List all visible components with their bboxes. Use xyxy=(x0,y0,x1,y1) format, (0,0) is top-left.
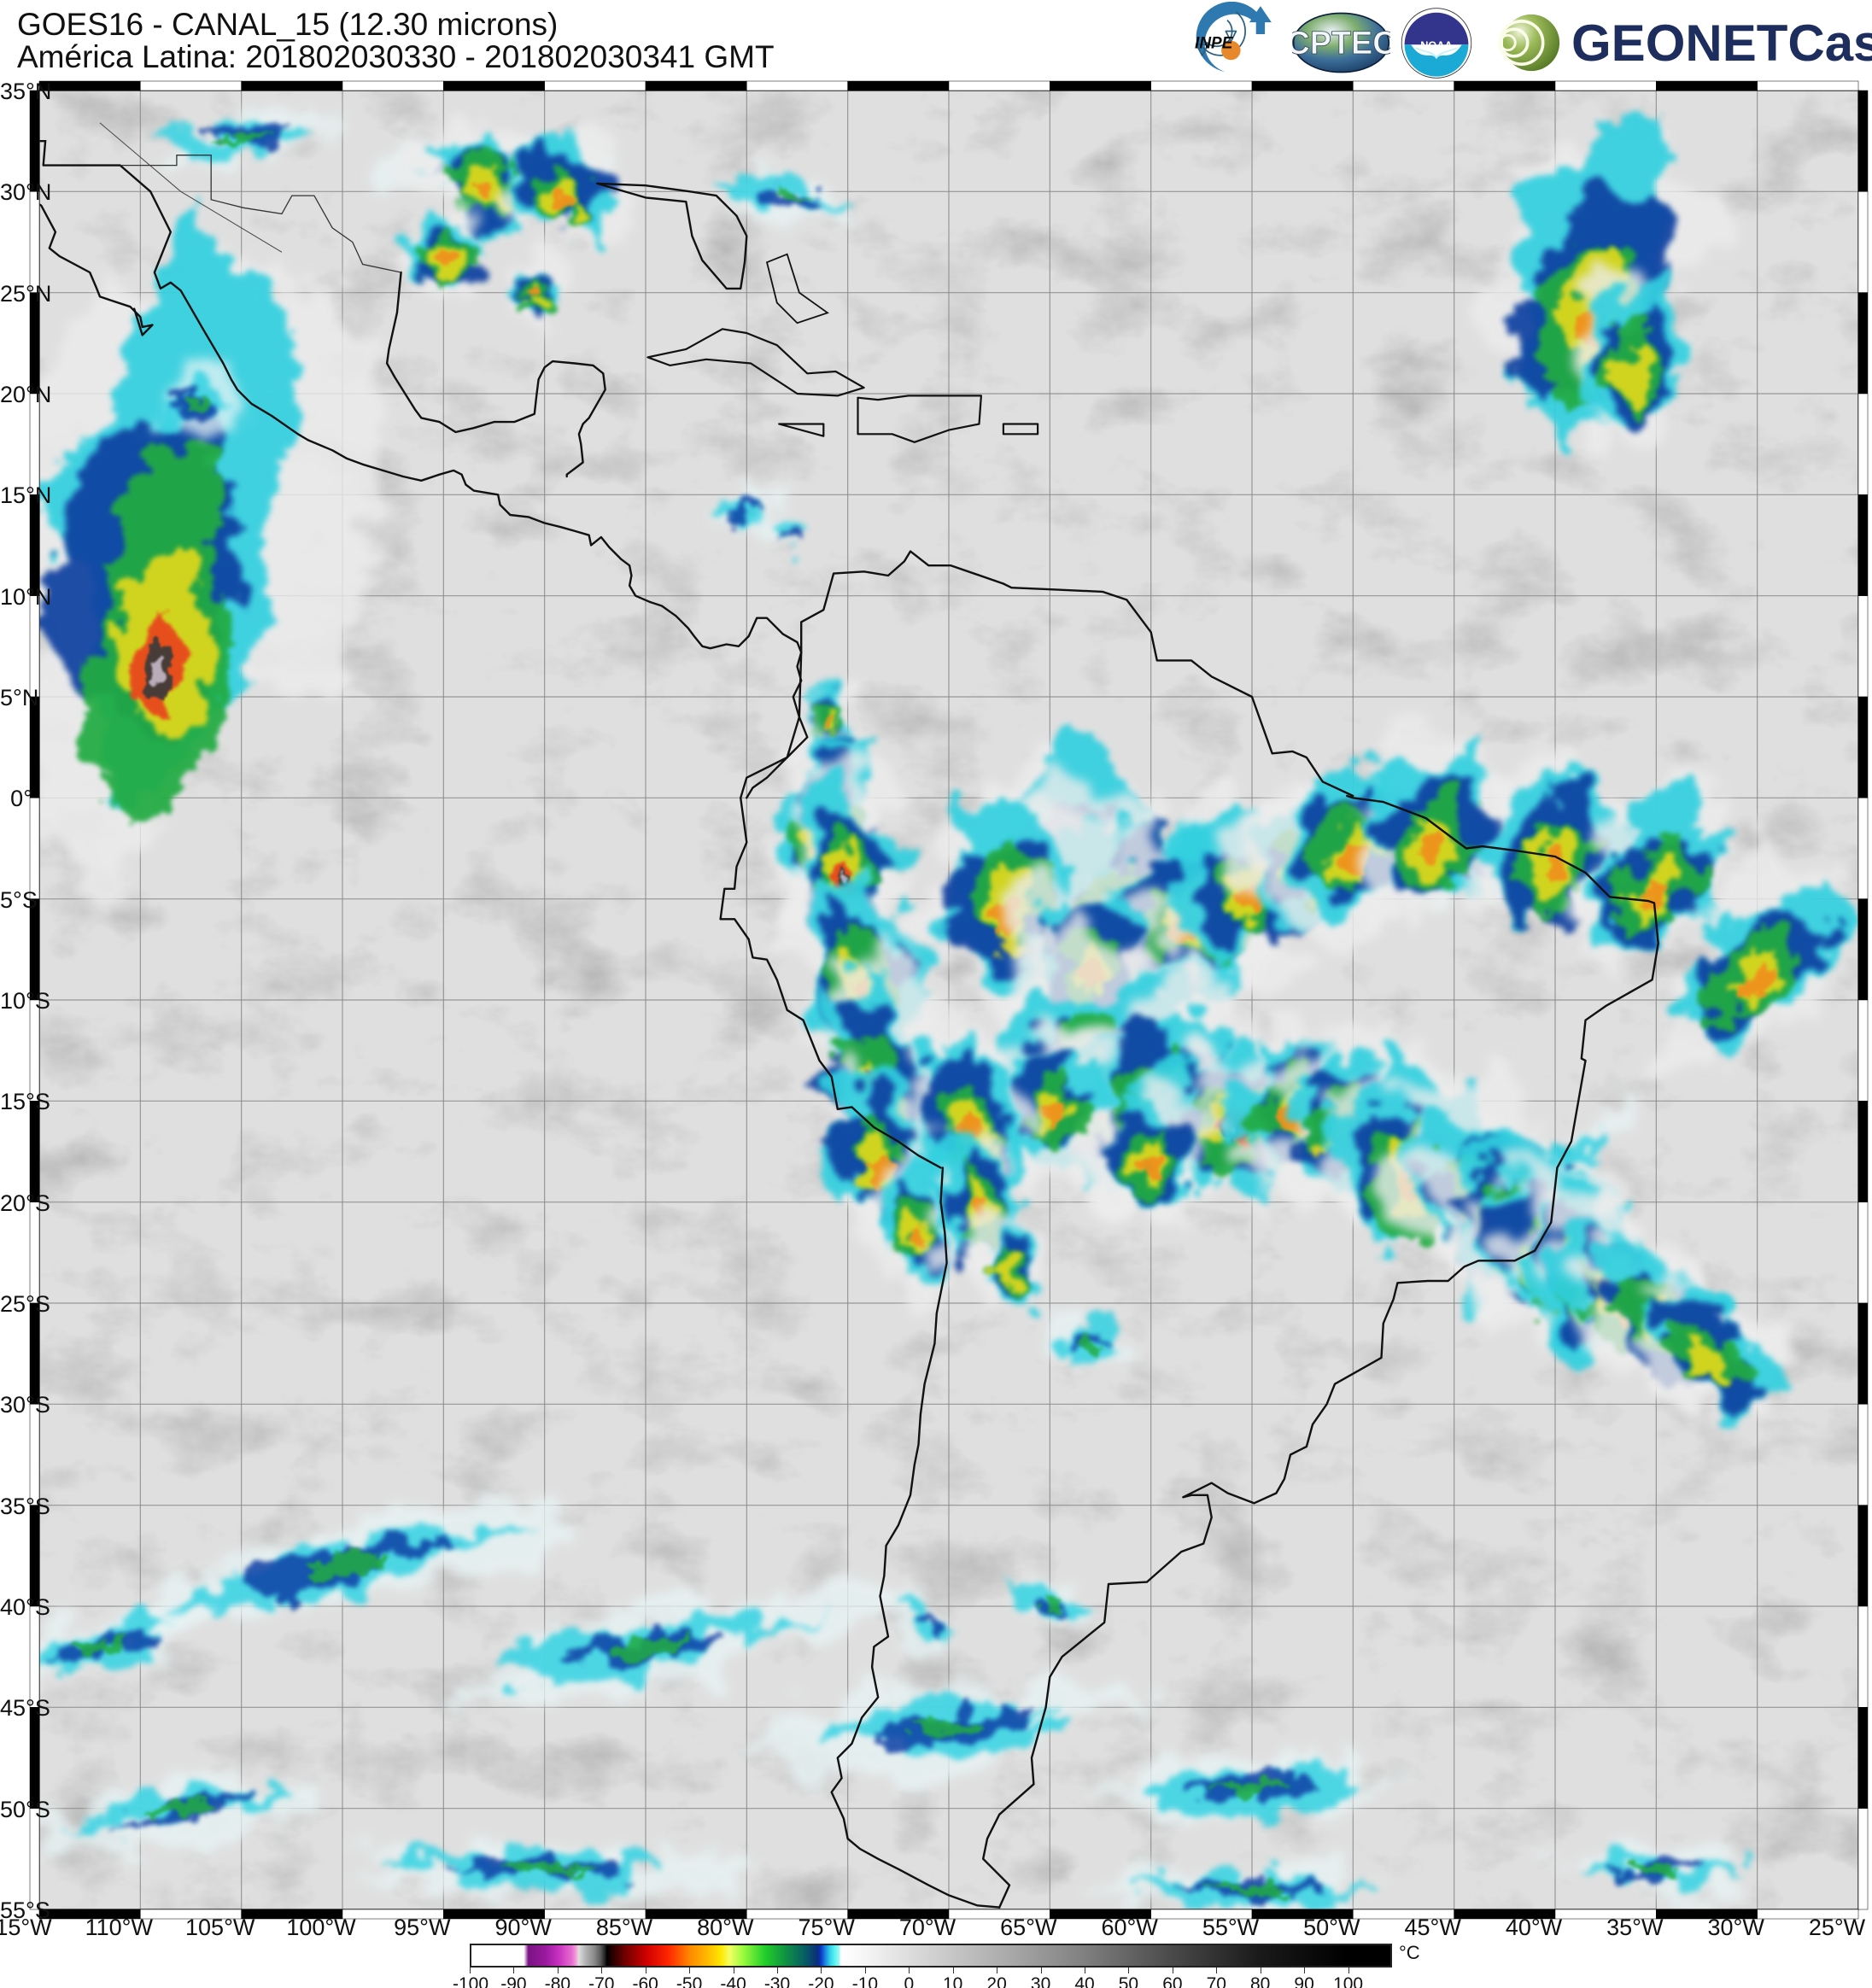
svg-text:INPE: INPE xyxy=(1195,34,1234,52)
svg-text:NOAA: NOAA xyxy=(1420,38,1453,51)
svg-text:CPTEC: CPTEC xyxy=(1292,26,1390,61)
